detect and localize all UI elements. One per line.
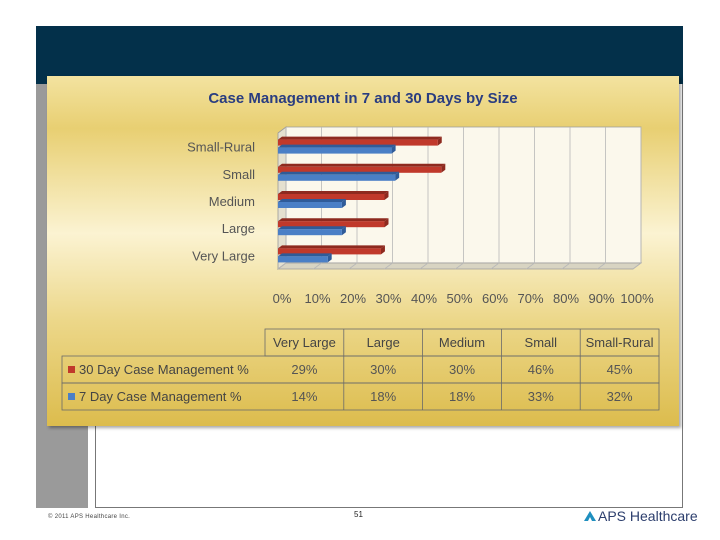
bar	[278, 202, 342, 208]
x-tick-label: 40%	[411, 291, 437, 306]
bar	[278, 194, 385, 200]
x-tick-label: 70%	[517, 291, 543, 306]
gridline-floor	[313, 262, 322, 270]
copyright-text: © 2011 APS Healthcare Inc.	[48, 514, 131, 520]
bar-side	[384, 191, 389, 200]
bar	[278, 221, 385, 228]
bar-top	[278, 171, 400, 175]
bar-side	[327, 253, 332, 263]
aps-logo: APS Healthcare	[583, 508, 698, 524]
frame-line-right	[682, 84, 683, 508]
bar	[278, 147, 392, 154]
table-header-cell: Medium	[439, 335, 485, 350]
chart-panel: Case Management in 7 and 30 Days by Size…	[47, 76, 679, 426]
x-tick-label: 80%	[553, 291, 579, 306]
table-value-cell: 30%	[449, 362, 475, 377]
bar	[278, 166, 442, 173]
bar-side	[441, 163, 446, 173]
bar	[278, 174, 396, 181]
bar-side	[380, 245, 385, 255]
bar-top	[278, 144, 396, 148]
table-value-cell: 30%	[370, 362, 396, 377]
slide-header-bar	[36, 26, 683, 84]
y-tick-label: Small-Rural	[187, 140, 255, 155]
table-value-cell: 14%	[291, 389, 317, 404]
table-value-cell: 18%	[370, 389, 396, 404]
legend-swatch	[68, 366, 75, 373]
y-tick-label: Very Large	[192, 248, 255, 263]
gridline-floor	[348, 262, 358, 270]
table-header-cell: Large	[367, 335, 400, 350]
x-tick-label: 10%	[304, 291, 330, 306]
gridline-floor	[419, 262, 429, 270]
y-tick-label: Small	[222, 167, 255, 182]
x-tick-label: 90%	[588, 291, 614, 306]
gridline-floor	[526, 262, 535, 270]
table-value-cell: 33%	[528, 389, 554, 404]
bar-top	[278, 253, 332, 257]
legend-label: 7 Day Case Management %	[79, 389, 242, 404]
bar-top	[278, 218, 389, 222]
gridline-floor	[455, 262, 464, 270]
bar	[278, 139, 438, 146]
gridline-floor	[632, 262, 642, 270]
table-value-cell: 45%	[607, 362, 633, 377]
bar-top	[278, 136, 442, 140]
table-value-cell: 29%	[291, 362, 317, 377]
gridline-floor	[490, 262, 500, 270]
table-row	[61, 382, 660, 411]
y-tick-label: Large	[222, 221, 255, 236]
gridline-floor	[277, 262, 287, 270]
bar-top	[278, 226, 346, 230]
bar	[278, 256, 328, 263]
x-tick-label: 60%	[482, 291, 508, 306]
logo-arrow-icon	[584, 511, 596, 521]
bar-side	[341, 199, 346, 208]
bar-side	[341, 226, 346, 236]
bar-top	[278, 199, 346, 202]
bar-side	[437, 136, 442, 146]
bar-top	[278, 163, 446, 167]
frame-line-bottom	[95, 507, 683, 508]
legend-swatch	[68, 393, 75, 400]
bar	[278, 229, 342, 236]
bar-top	[278, 191, 389, 194]
x-tick-label: 0%	[273, 291, 292, 306]
bar-chart: 0% 10% 20% 30% 40% 50% 60% 70% 80% 90% 100% Small-R…	[61, 126, 660, 411]
x-tick-label: 30%	[375, 291, 401, 306]
gridline-floor	[384, 262, 393, 270]
page-number: 51	[354, 510, 363, 519]
table-header-cell: Small-Rural	[586, 335, 654, 350]
bar-side	[395, 171, 400, 181]
table-value-cell: 32%	[607, 389, 633, 404]
legend-label: 30 Day Case Management %	[79, 362, 249, 377]
bar	[278, 248, 381, 255]
logo-text: APS Healthcare	[598, 508, 698, 524]
x-tick-label: 20%	[340, 291, 366, 306]
y-tick-label: Medium	[209, 194, 255, 209]
bar-side	[384, 218, 389, 228]
table-value-cell: 46%	[528, 362, 554, 377]
table-header-cell: Very Large	[273, 335, 336, 350]
x-tick-label: 50%	[446, 291, 472, 306]
table-header-cell: Small	[525, 335, 558, 350]
chart-title: Case Management in 7 and 30 Days by Size	[208, 90, 518, 107]
gridline-floor	[561, 262, 571, 270]
gridline-floor	[597, 262, 606, 270]
table-value-cell: 18%	[449, 389, 475, 404]
x-tick-label: 100%	[620, 291, 654, 306]
bar-side	[391, 144, 396, 154]
bar-top	[278, 245, 385, 249]
